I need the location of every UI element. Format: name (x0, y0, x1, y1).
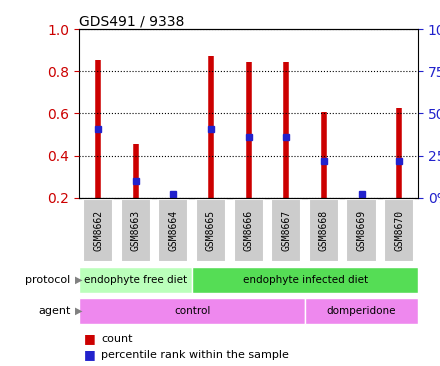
FancyBboxPatch shape (305, 298, 418, 324)
FancyBboxPatch shape (192, 267, 418, 293)
FancyBboxPatch shape (121, 199, 151, 262)
Text: domperidone: domperidone (327, 306, 396, 316)
FancyBboxPatch shape (196, 199, 226, 262)
Text: GSM8663: GSM8663 (131, 210, 141, 251)
Text: GSM8668: GSM8668 (319, 210, 329, 251)
Text: agent: agent (38, 306, 70, 316)
FancyBboxPatch shape (79, 267, 192, 293)
Text: GSM8664: GSM8664 (169, 210, 178, 251)
FancyBboxPatch shape (158, 199, 188, 262)
Text: GSM8665: GSM8665 (206, 210, 216, 251)
Text: GSM8667: GSM8667 (281, 210, 291, 251)
FancyBboxPatch shape (271, 199, 301, 262)
FancyBboxPatch shape (309, 199, 339, 262)
Text: ■: ■ (84, 332, 95, 345)
Text: GSM8670: GSM8670 (394, 210, 404, 251)
Text: protocol: protocol (25, 275, 70, 285)
Text: ▶: ▶ (75, 275, 82, 285)
Text: GSM8662: GSM8662 (93, 210, 103, 251)
Text: ■: ■ (84, 348, 95, 362)
FancyBboxPatch shape (83, 199, 113, 262)
Text: GDS491 / 9338: GDS491 / 9338 (79, 14, 184, 28)
FancyBboxPatch shape (346, 199, 377, 262)
Text: GSM8669: GSM8669 (356, 210, 367, 251)
Text: count: count (101, 333, 133, 344)
Text: ▶: ▶ (75, 306, 82, 316)
Text: endophyte free diet: endophyte free diet (84, 275, 187, 285)
Text: percentile rank within the sample: percentile rank within the sample (101, 350, 289, 360)
Text: control: control (174, 306, 210, 316)
Text: GSM8666: GSM8666 (244, 210, 253, 251)
FancyBboxPatch shape (384, 199, 414, 262)
FancyBboxPatch shape (79, 298, 305, 324)
Text: endophyte infected diet: endophyte infected diet (242, 275, 368, 285)
FancyBboxPatch shape (234, 199, 264, 262)
